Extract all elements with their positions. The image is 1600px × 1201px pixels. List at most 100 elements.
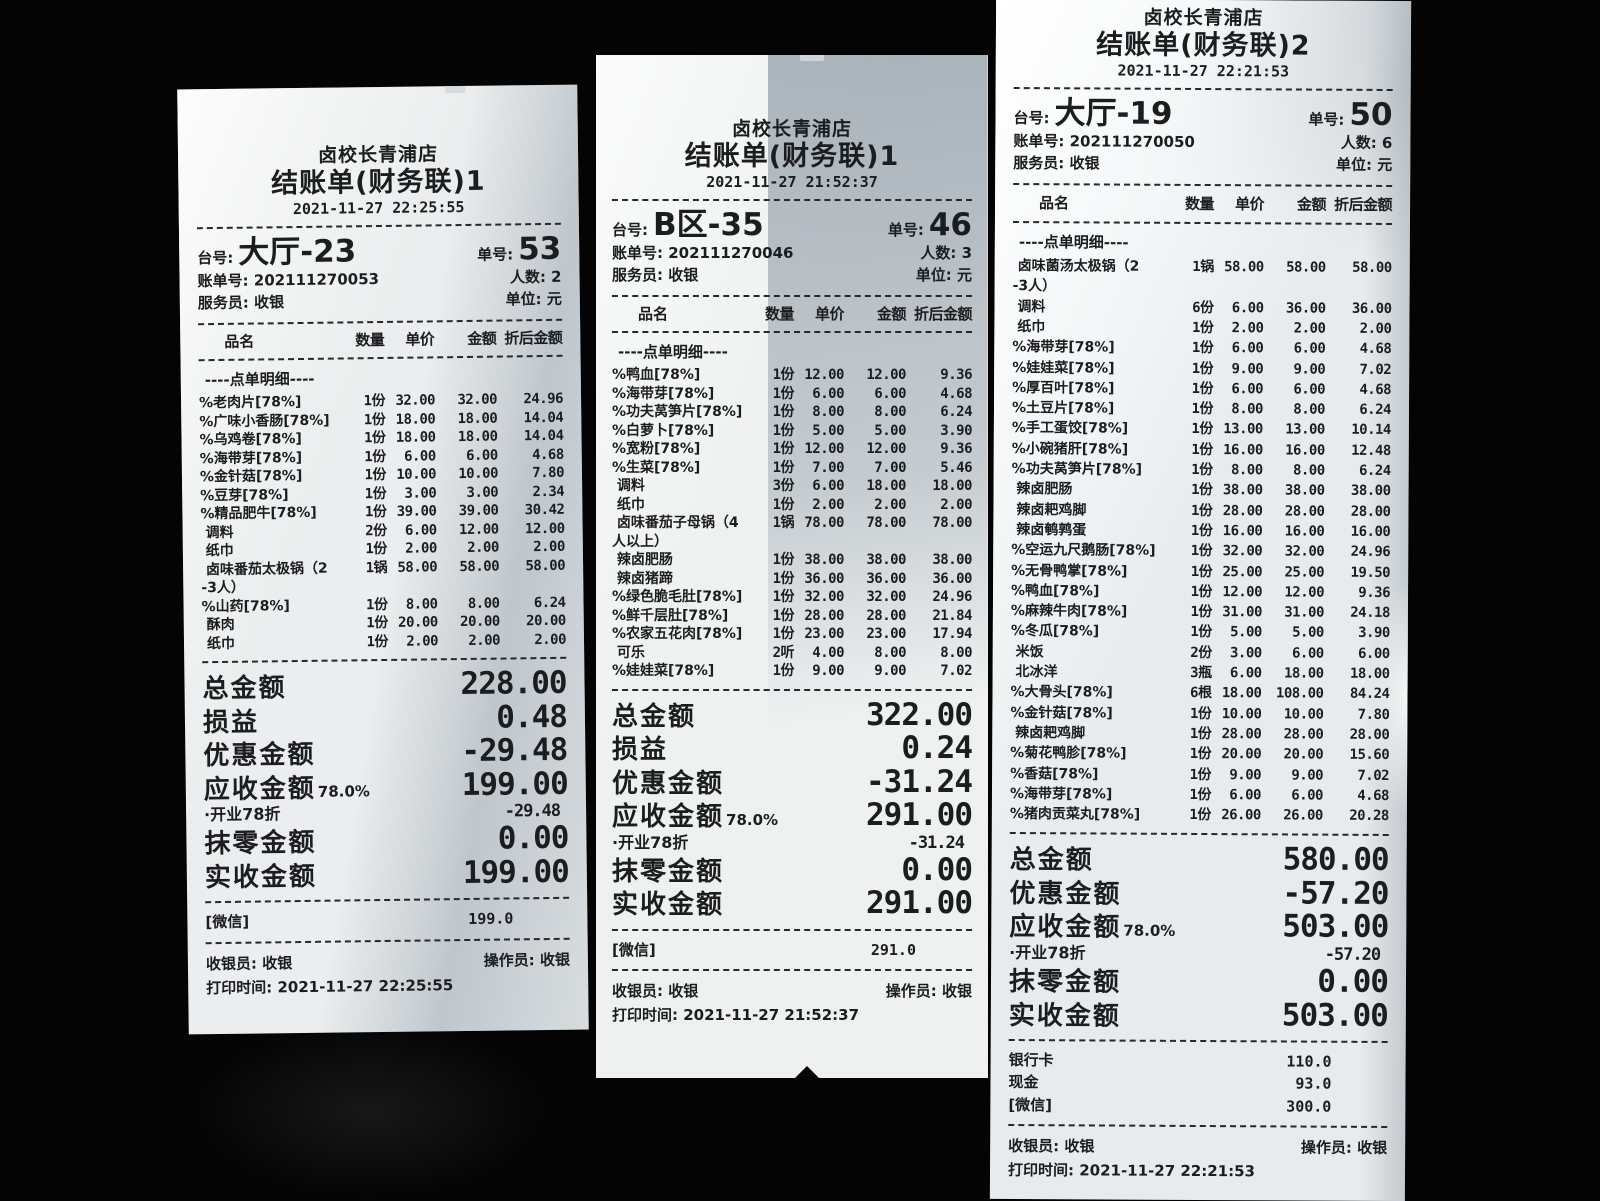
total-label: 优惠金额	[612, 768, 725, 799]
item-qty: 1份	[1191, 380, 1214, 397]
item-unit-price: 6.00	[812, 385, 844, 402]
account-and-guests-row: 账单号: 202111270050 人数: 6	[1013, 130, 1392, 154]
total-label: 抹零金额	[1008, 967, 1122, 998]
item-qty: 1份	[772, 404, 795, 421]
item-amount: 108.00	[1275, 685, 1324, 702]
total-row: ·开业78折 -57.20	[1009, 943, 1388, 966]
table-label: 台号:	[197, 249, 234, 268]
item-amount: 18.00	[866, 478, 906, 495]
item-qty: 1份	[1190, 604, 1212, 621]
item-discounted-amount: 38.00	[932, 552, 972, 569]
receipt-title: 结账单(财务联)1	[270, 165, 486, 200]
total-row: ·开业78折 -31.24	[612, 833, 972, 854]
item-qty: 1份	[1191, 360, 1214, 377]
column-headers: 品名 数量 单价 金额 折后金额	[612, 304, 973, 324]
item-qty: 1份	[1189, 766, 1212, 783]
waiter-value: 收银	[1069, 154, 1100, 173]
item-name: 卤味菌汤太极锅（2 -3人）	[1012, 258, 1140, 295]
item-qty: 1份	[366, 633, 389, 650]
item-name: 调料	[1012, 298, 1046, 315]
item-name: %冬瓜[78%]	[1010, 623, 1100, 640]
item-amount: 58.00	[1286, 259, 1326, 276]
item-discounted-amount: 5.46	[940, 459, 972, 476]
item-name: %娃娃菜[78%]	[612, 663, 715, 680]
total-value: 199.00	[461, 765, 568, 803]
separator	[1012, 221, 1392, 226]
item-discounted-amount: 36.00	[1351, 300, 1392, 317]
cashier-row: 收银员: 收银 操作员: 收银	[612, 979, 972, 1003]
item-qty: 1份	[772, 663, 795, 680]
print-time: 打印时间: 2021-11-27 21:52:37	[612, 1006, 860, 1025]
separator	[196, 223, 561, 230]
item-qty: 1份	[366, 615, 388, 632]
item-name: %海带芽[78%]	[1009, 785, 1113, 803]
item-qty: 1份	[1190, 543, 1213, 560]
item-unit-price: 13.00	[1223, 421, 1263, 438]
separator	[202, 657, 567, 664]
item-amount: 2.00	[1293, 320, 1326, 337]
item-amount: 5.00	[1292, 624, 1324, 642]
item-name: %生菜[78%]	[612, 459, 701, 476]
detail-marker: ----点单明细----	[204, 370, 315, 390]
item-name: 可乐	[612, 644, 645, 661]
item-discounted-amount: 28.00	[1350, 503, 1391, 520]
item-amount: 18.00	[457, 410, 498, 427]
cashier-row: 收银员: 收银 操作员: 收银	[206, 948, 570, 976]
item-name: %麻辣牛肉[78%]	[1010, 603, 1128, 620]
guests-value: 6	[1381, 133, 1393, 152]
item-row: %农家五花肉[78%] 1份 23.00 23.00 17.94	[612, 625, 973, 644]
item-name: 纸巾	[612, 496, 645, 513]
item-row: %功夫莴笋片[78%] 1份 8.00 8.00 6.24	[1012, 459, 1391, 481]
item-unit-price: 2.00	[812, 496, 844, 513]
item-amount: 36.00	[1285, 300, 1326, 317]
col-name: 品名	[1039, 193, 1070, 213]
item-unit-price: 32.00	[395, 392, 436, 410]
total-label: 实收金额	[1008, 1000, 1121, 1032]
item-qty: 1份	[1191, 340, 1214, 357]
unit-value: 元	[546, 290, 562, 309]
item-unit-price: 3.00	[404, 485, 437, 502]
table-number: B区-35	[653, 207, 764, 244]
total-value: -57.20	[1324, 944, 1381, 965]
total-label: ·开业78折	[612, 832, 689, 852]
col-price: 单价	[1235, 194, 1265, 214]
col-qty: 数量	[355, 330, 385, 350]
item-unit-price: 28.00	[1221, 726, 1262, 743]
col-discount: 折后金额	[913, 304, 973, 323]
item-amount: 2.00	[468, 632, 501, 649]
item-discounted-amount: 7.80	[532, 465, 565, 482]
item-amount: 12.00	[458, 521, 499, 538]
item-qty: 1份	[1191, 461, 1213, 479]
payment-row: [微信] 291.0	[612, 939, 972, 962]
waiter-and-unit-row: 服务员: 收银 单位: 元	[1013, 152, 1392, 176]
item-discounted-amount: 4.68	[1357, 787, 1390, 804]
item-name: %鸭血[78%]	[612, 367, 701, 384]
item-qty: 1份	[364, 467, 387, 484]
item-name: 辣卤耙鸡脚	[1011, 501, 1087, 519]
print-time: 打印时间: 2021-11-27 22:25:55	[206, 976, 454, 998]
item-qty: 1份	[1190, 563, 1213, 580]
item-discounted-amount: 4.68	[1359, 341, 1392, 358]
item-amount: 12.00	[866, 441, 906, 458]
total-value: 0.00	[1317, 963, 1389, 1001]
item-amount: 28.00	[1284, 503, 1325, 520]
item-qty: 2听	[772, 644, 795, 661]
item-discounted-amount: 3.90	[1358, 625, 1390, 642]
total-label: 应收金额	[203, 773, 316, 805]
item-amount: 28.00	[1283, 726, 1324, 743]
item-discounted-amount: 24.96	[932, 589, 972, 606]
item-row: 辣卤鹌鹑蛋 1份 16.00 16.00 16.00	[1011, 520, 1390, 542]
item-unit-price: 32.00	[1222, 543, 1263, 560]
item-unit-price: 8.00	[1230, 462, 1263, 479]
item-row: %绿色脆毛肚[78%] 1份 32.00 32.00 24.96	[612, 588, 973, 607]
item-amount: 9.00	[1291, 766, 1324, 784]
unit: 单位: 元	[916, 264, 972, 287]
payment-row: 现金 93.0	[1008, 1071, 1387, 1095]
item-row: %厚百叶[78%] 1份 6.00 6.00 4.68	[1012, 378, 1391, 400]
waiter: 服务员: 收银	[1013, 152, 1099, 175]
items-list: 卤味菌汤太极锅（2 -3人） 1锅 58.00 58.00 58.00 调料 6…	[1010, 256, 1392, 826]
item-discounted-amount: 15.60	[1349, 746, 1390, 764]
table-and-order-row: 台号: 大厅-19 单号: 50	[1013, 95, 1392, 133]
item-unit-price: 2.00	[1231, 320, 1264, 337]
detail-marker: ----点单明细----	[618, 343, 728, 362]
